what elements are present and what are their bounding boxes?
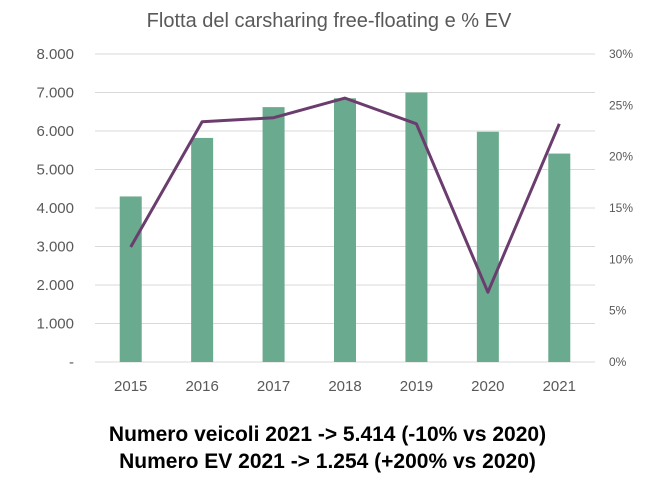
x-tick-label: 2015 [114, 378, 147, 395]
bar [119, 196, 142, 362]
y-tick-label-right: 20% [609, 150, 633, 164]
y-tick-label-right: 30% [609, 47, 633, 61]
y-tick-label-left: - [69, 354, 74, 371]
bar [262, 107, 285, 362]
x-tick-label: 2017 [257, 378, 290, 395]
caption-ev: Numero EV 2021 -> 1.254 (+200% vs 2020) [119, 450, 536, 473]
bar [476, 131, 499, 362]
line-series [129, 96, 561, 294]
x-tick-label: 2018 [328, 378, 361, 395]
y-tick-label-right: 25% [609, 98, 633, 112]
y-tick-label-left: 2.000 [36, 277, 74, 294]
y-tick-label-right: 0% [609, 355, 627, 369]
caption-vehicles: Numero veicoli 2021 -> 5.414 (-10% vs 20… [108, 423, 547, 446]
y-tick-label-left: 1.000 [36, 316, 74, 333]
x-tick-label: 2019 [400, 378, 433, 395]
chart-title: Flotta del carsharing free-floating e % … [147, 10, 512, 32]
x-tick-label: 2020 [471, 378, 504, 395]
y-tick-label-left: 3.000 [36, 239, 74, 256]
y-tick-label-left: 6.000 [36, 123, 74, 140]
x-axis: 2015 2016 2017 2018 2019 2020 2021 [114, 378, 576, 395]
y-tick-label-right: 10% [609, 252, 633, 266]
bar [548, 153, 571, 362]
y-tick-label-left: 4.000 [36, 200, 74, 217]
y-tick-label-left: 8.000 [36, 46, 74, 63]
chart: Flotta del carsharing free-floating e % … [36, 10, 633, 395]
bar-series [119, 92, 571, 363]
x-tick-label: 2016 [185, 378, 218, 395]
y-axis-right: 0% 5% 10% 15% 20% 25% 30% [609, 47, 633, 369]
y-tick-label-right: 15% [609, 201, 633, 215]
x-tick-label: 2021 [543, 378, 576, 395]
bar [334, 98, 356, 363]
y-tick-label-left: 5.000 [36, 162, 74, 179]
y-axis-left: - 1.000 2.000 3.000 4.000 5.000 6.000 7.000 8.00… [36, 46, 74, 371]
y-tick-label-right: 5% [609, 304, 627, 318]
y-tick-label-left: 7.000 [36, 85, 74, 102]
bar [405, 92, 428, 362]
bar [191, 137, 214, 362]
